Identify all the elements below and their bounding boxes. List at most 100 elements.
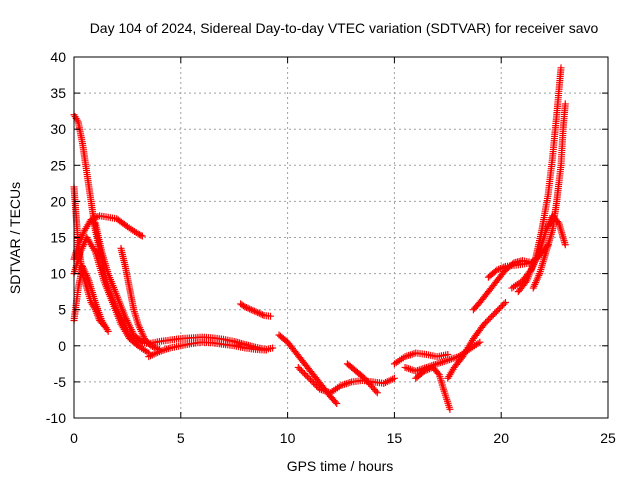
data-point <box>501 298 509 306</box>
data-point <box>427 364 435 372</box>
data-point <box>300 370 308 378</box>
series-arc-14 <box>390 349 452 368</box>
y-tick-label: -10 <box>46 410 66 426</box>
x-tick-label: 0 <box>70 430 78 446</box>
data-point <box>89 215 97 223</box>
y-tick-label: 0 <box>58 338 66 354</box>
series-arc-13 <box>343 360 381 397</box>
data-point <box>422 366 430 374</box>
series-arc-16 <box>412 363 454 413</box>
data-point <box>163 345 171 353</box>
data-point <box>305 374 313 382</box>
y-tick-label: 40 <box>50 49 66 65</box>
data-point <box>302 371 310 379</box>
data-point <box>138 232 146 240</box>
data-point <box>497 303 505 311</box>
data-points <box>70 64 569 413</box>
series-arc-12 <box>294 363 398 397</box>
chart-title: Day 104 of 2024, Sidereal Day-to-day VTE… <box>90 20 599 36</box>
data-point <box>104 327 112 335</box>
data-point <box>434 369 442 377</box>
data-point <box>495 265 503 273</box>
data-point <box>372 387 380 395</box>
data-point <box>483 317 491 325</box>
data-point <box>244 304 252 312</box>
x-tick-label: 20 <box>493 430 509 446</box>
data-point <box>342 380 350 388</box>
data-point <box>489 311 497 319</box>
series-arc-7 <box>117 244 163 353</box>
data-point <box>406 351 414 359</box>
series-arc-21 <box>514 64 565 296</box>
data-point <box>401 363 409 371</box>
data-point <box>495 305 503 313</box>
y-tick-label: 5 <box>58 302 66 318</box>
y-tick-label: 15 <box>50 230 66 246</box>
data-point <box>306 376 314 384</box>
data-point <box>255 309 263 317</box>
data-point <box>485 315 493 323</box>
data-point <box>344 379 352 387</box>
data-point <box>311 380 319 388</box>
y-tick-label: 30 <box>50 121 66 137</box>
data-point <box>247 306 255 314</box>
data-point <box>488 312 496 320</box>
data-point <box>267 312 275 320</box>
data-point <box>269 344 277 352</box>
data-point <box>435 359 443 367</box>
data-point <box>87 215 95 223</box>
data-point <box>403 364 411 372</box>
data-point <box>561 100 569 108</box>
series-arc-17 <box>444 298 509 382</box>
data-point <box>241 303 249 311</box>
data-point <box>438 358 446 366</box>
data-point <box>491 309 499 317</box>
y-tick-label: -5 <box>54 374 67 390</box>
data-point <box>239 302 247 310</box>
y-tick-label: 35 <box>50 85 66 101</box>
x-tick-label: 25 <box>600 430 616 446</box>
data-point <box>331 398 339 406</box>
data-point <box>437 359 445 367</box>
data-point <box>294 363 302 371</box>
data-point <box>92 213 100 221</box>
series-arc-6 <box>91 219 146 346</box>
data-point <box>373 389 381 397</box>
series-arc-5 <box>70 262 112 335</box>
data-point <box>252 308 260 316</box>
x-tick-label: 5 <box>177 430 185 446</box>
data-point <box>449 354 457 362</box>
data-point <box>390 374 398 382</box>
data-point <box>249 306 257 314</box>
data-point <box>424 366 432 374</box>
series-arc-10 <box>237 300 275 320</box>
data-point <box>333 400 341 408</box>
data-point <box>259 311 267 319</box>
data-point <box>446 356 454 364</box>
data-point <box>500 300 508 308</box>
data-point <box>262 346 270 354</box>
data-point <box>313 382 321 390</box>
x-tick-label: 15 <box>387 430 403 446</box>
data-point <box>242 304 250 312</box>
x-tick-label: 10 <box>280 430 296 446</box>
data-point <box>406 365 414 373</box>
data-point <box>480 320 488 328</box>
data-point <box>137 231 145 239</box>
data-point <box>494 306 502 314</box>
data-point <box>310 379 318 387</box>
data-point <box>296 365 304 373</box>
data-point <box>150 343 158 351</box>
data-point <box>557 64 565 72</box>
data-point <box>308 377 316 385</box>
data-point <box>405 365 413 373</box>
data-point <box>246 305 254 313</box>
grid <box>74 57 608 418</box>
y-tick-label: 20 <box>50 193 66 209</box>
data-point <box>496 265 504 273</box>
data-point <box>420 367 428 375</box>
data-point <box>522 278 530 286</box>
data-point <box>476 338 484 346</box>
data-point <box>299 368 307 376</box>
